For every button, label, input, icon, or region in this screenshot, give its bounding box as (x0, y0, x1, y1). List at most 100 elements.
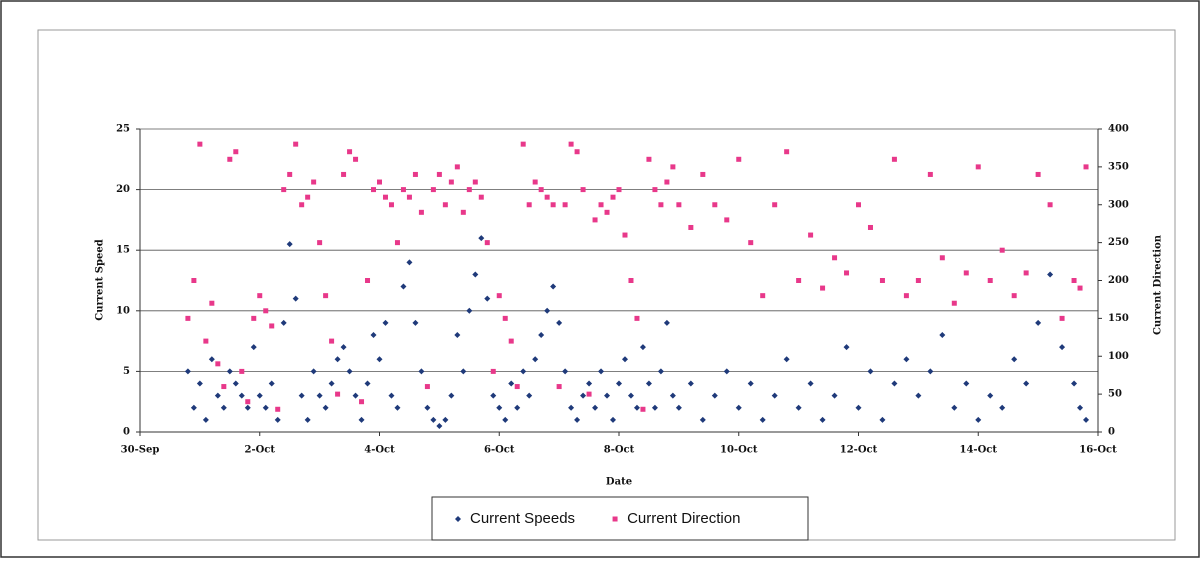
speed-point (226, 368, 233, 375)
direction-point (442, 202, 448, 208)
speed-point (987, 392, 994, 399)
direction-point (1035, 171, 1041, 177)
direction-point (610, 194, 616, 200)
direction-point (586, 391, 592, 397)
direction-point (400, 187, 406, 193)
speed-point (526, 392, 533, 399)
speed-point (202, 416, 209, 423)
direction-point (341, 171, 347, 177)
direction-point (335, 391, 341, 397)
speed-point (795, 404, 802, 411)
speed-point (568, 404, 575, 411)
speed-point (460, 368, 467, 375)
speed-point (472, 271, 479, 278)
speed-point (256, 392, 263, 399)
direction-point (347, 149, 353, 155)
speed-point (478, 235, 485, 242)
direction-point (760, 293, 766, 299)
speed-point (520, 368, 527, 375)
speed-point (598, 368, 605, 375)
speed-point (562, 368, 569, 375)
direction-point (430, 187, 436, 193)
direction-point (975, 164, 981, 170)
speed-point (891, 380, 898, 387)
direction-point (490, 368, 496, 374)
direction-point (951, 300, 957, 306)
speed-point (975, 416, 982, 423)
y2-tick-label: 350 (1108, 161, 1129, 172)
direction-point (903, 293, 909, 299)
speed-point (412, 319, 419, 326)
direction-point (203, 338, 209, 344)
direction-point (520, 141, 526, 147)
direction-point (377, 179, 382, 185)
x-tick-label: 2-Oct (244, 445, 275, 456)
direction-point (867, 224, 873, 230)
speed-point (963, 380, 970, 387)
x-axis-label: Date (606, 477, 632, 488)
speed-point (855, 404, 862, 411)
direction-point (233, 149, 239, 155)
direction-point (879, 278, 885, 283)
direction-point (712, 202, 718, 208)
y-tick-label: 25 (116, 124, 130, 135)
speed-point (616, 380, 622, 387)
speed-point (292, 295, 299, 302)
speed-point (454, 332, 461, 339)
x-tick-label: 8-Oct (604, 445, 635, 456)
direction-point (496, 293, 502, 299)
direction-point (532, 179, 538, 185)
speed-point (621, 356, 628, 363)
direction-point (436, 171, 442, 177)
speed-point (633, 404, 640, 411)
speed-point (220, 404, 227, 411)
direction-point (359, 399, 365, 405)
speed-point (1059, 344, 1066, 351)
speed-point (430, 416, 437, 423)
y-axis-label: Current Speed (95, 239, 106, 320)
direction-point (1059, 315, 1065, 321)
speed-point (651, 404, 658, 411)
speed-point (268, 380, 275, 387)
direction-point (251, 315, 257, 321)
direction-point (784, 149, 790, 155)
direction-point (700, 171, 706, 177)
x-tick-label: 14-Oct (960, 445, 998, 456)
direction-point (1083, 164, 1089, 170)
speed-point (514, 404, 521, 411)
direction-point (394, 240, 400, 246)
speed-point (364, 380, 371, 387)
speed-point (639, 344, 646, 351)
direction-point (598, 202, 604, 208)
speed-point (663, 319, 670, 326)
speed-point (358, 416, 365, 423)
direction-point (670, 164, 676, 170)
x-tick-label: 16-Oct (1079, 445, 1117, 456)
y-tick-label: 0 (123, 427, 130, 438)
direction-point (365, 278, 371, 283)
y-tick-label: 20 (116, 184, 130, 195)
direction-point (460, 209, 466, 215)
y2-tick-label: 300 (1108, 199, 1129, 210)
speed-point (304, 416, 311, 423)
speed-point (783, 356, 790, 363)
speed-point (448, 392, 455, 399)
direction-point (688, 224, 694, 230)
speed-point (418, 368, 425, 375)
direction-point (832, 255, 838, 261)
direction-point (215, 361, 221, 367)
speed-point (250, 344, 257, 351)
direction-point (538, 187, 544, 193)
direction-point (622, 232, 628, 238)
direction-point (514, 384, 520, 390)
speed-point (484, 295, 491, 302)
speed-point (376, 356, 383, 363)
direction-point (281, 187, 287, 193)
direction-point (568, 141, 574, 147)
direction-point (311, 179, 317, 185)
speed-point (196, 380, 203, 387)
speed-point (574, 416, 581, 423)
speed-point (556, 319, 563, 326)
speed-point (322, 404, 329, 411)
speed-point (657, 368, 664, 375)
